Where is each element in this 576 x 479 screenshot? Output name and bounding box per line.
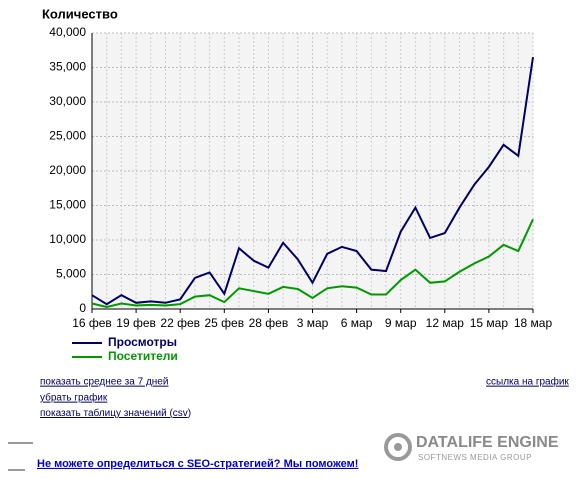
logo: DATALIFE ENGINE SOFTNEWS MEDIA GROUP: [384, 433, 559, 462]
table-suffix: ): [188, 408, 191, 419]
y-tick-label: 40,000: [49, 25, 86, 39]
series-line: [91, 57, 534, 306]
x-tick-label: 19 фев: [116, 316, 156, 330]
x-tick-label: 16 фев: [72, 316, 112, 330]
y-tick-label: 15,000: [49, 198, 86, 212]
link-table[interactable]: показать таблицу значений (: [40, 407, 173, 419]
link-csv[interactable]: csv: [173, 408, 188, 419]
x-tick-label: 18 мар: [514, 316, 553, 330]
promo-link[interactable]: Не можете определиться с SEO-стратегией?…: [37, 458, 358, 470]
x-tick-label: 6 мар: [341, 316, 373, 330]
y-tick-label: 25,000: [49, 129, 86, 143]
logo-title: DATALIFE ENGINE: [416, 434, 559, 451]
y-tick-label: 30,000: [49, 94, 86, 108]
chart-title: Количество: [42, 6, 118, 21]
link-average[interactable]: показать среднее за 7 дней: [40, 377, 168, 388]
x-tick-label: 12 мар: [426, 316, 465, 330]
x-tick-label: 3 мар: [297, 316, 329, 330]
x-tick-label: 9 мар: [385, 316, 417, 330]
x-tick-label: 25 фев: [204, 316, 244, 330]
link-chart[interactable]: ссылка на график: [486, 376, 569, 388]
y-tick-label: 5,000: [56, 267, 86, 281]
y-tick-label: 35,000: [49, 60, 86, 74]
table-row: показать таблицу значений (csv): [40, 407, 191, 419]
link-remove[interactable]: убрать график: [40, 392, 108, 404]
y-tick-label: 0: [79, 301, 86, 315]
legend-label: Просмотры: [108, 335, 177, 349]
series-line: [91, 218, 534, 308]
y-tick-label: 20,000: [49, 163, 86, 177]
x-tick-label: 15 мар: [470, 316, 509, 330]
x-tick-label: 28 фев: [249, 316, 289, 330]
y-tick-label: 10,000: [49, 232, 86, 246]
legend-label: Посетители: [108, 349, 178, 363]
logo-subtitle: SOFTNEWS MEDIA GROUP: [418, 453, 532, 462]
x-tick-label: 22 фев: [160, 316, 200, 330]
